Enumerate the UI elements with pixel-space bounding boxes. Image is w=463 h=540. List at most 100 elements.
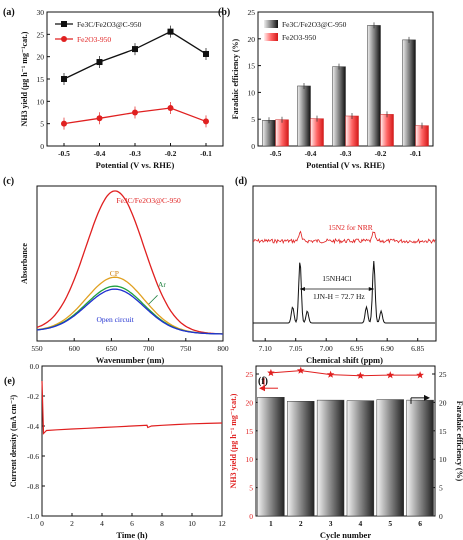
legend-marker bbox=[61, 36, 67, 42]
x-tick-label: 3 bbox=[329, 519, 333, 528]
legend-swatch bbox=[264, 20, 278, 28]
spectrum-0 bbox=[36, 190, 224, 335]
y-tick-label-right: 20 bbox=[439, 398, 447, 407]
x-tick-label: -0.1 bbox=[200, 149, 212, 158]
bar bbox=[316, 399, 345, 517]
y-tick-label: -0.4 bbox=[27, 422, 39, 431]
data-point bbox=[167, 28, 174, 35]
y-axis-label: Absorbance bbox=[20, 243, 29, 284]
nmr-trace-sample bbox=[252, 230, 436, 245]
legend-label: Fe3C/Fe2O3@C-950 bbox=[282, 20, 347, 29]
y-tick-label: 10 bbox=[37, 97, 45, 106]
y-tick-label: 5 bbox=[251, 115, 255, 124]
panel-c-frame bbox=[36, 185, 224, 342]
y-tick-label: -0.8 bbox=[27, 482, 39, 491]
arrow-head bbox=[424, 394, 430, 401]
x-tick-label: 800 bbox=[217, 344, 229, 353]
bar bbox=[297, 85, 311, 147]
y-axis-label-right: Faradaic efficiency (%) bbox=[455, 401, 463, 482]
star-marker bbox=[416, 371, 424, 379]
bar bbox=[415, 125, 429, 147]
x-tick-label: 550 bbox=[31, 344, 43, 353]
y-tick-label-right: 10 bbox=[439, 455, 447, 464]
y-tick-label-right: 0 bbox=[439, 512, 443, 521]
x-tick-label: -0.5 bbox=[58, 149, 70, 158]
spectrum-3 bbox=[36, 288, 223, 335]
x-tick-label: 7.00 bbox=[320, 344, 333, 353]
star-marker bbox=[356, 371, 365, 379]
bar bbox=[367, 25, 381, 147]
y-tick-label: -0.6 bbox=[27, 452, 39, 461]
x-axis-label: Time (h) bbox=[116, 530, 147, 540]
y-tick-label: 10 bbox=[246, 455, 254, 464]
panel-letter: (c) bbox=[3, 176, 14, 187]
data-point bbox=[203, 50, 209, 57]
x-tick-label: -0.1 bbox=[410, 149, 422, 158]
data-point bbox=[203, 118, 209, 125]
x-tick-label: -0.2 bbox=[375, 149, 387, 158]
annotation-arrow bbox=[148, 295, 158, 305]
x-tick-label: 6 bbox=[418, 519, 422, 528]
legend-marker bbox=[61, 21, 67, 27]
x-tick-label: 2 bbox=[70, 519, 74, 528]
y-tick-label: 0 bbox=[40, 142, 44, 151]
bar bbox=[346, 400, 375, 517]
bar bbox=[287, 401, 315, 517]
y-tick-label: -0.2 bbox=[27, 392, 39, 401]
y-tick-label: 5 bbox=[40, 120, 44, 129]
legend-swatch bbox=[264, 33, 278, 41]
fe-line bbox=[270, 370, 421, 377]
x-tick-label: 10 bbox=[188, 519, 196, 528]
x-tick-label: 750 bbox=[180, 344, 192, 353]
x-tick-label: 6.90 bbox=[381, 344, 394, 353]
x-tick-label: -0.4 bbox=[94, 149, 106, 158]
x-tick-label: -0.5 bbox=[270, 149, 282, 158]
x-tick-label: -0.4 bbox=[305, 149, 317, 158]
data-point bbox=[96, 59, 103, 66]
y-tick-label: 10 bbox=[248, 88, 256, 97]
star-marker bbox=[267, 368, 275, 377]
x-tick-label: 4 bbox=[100, 519, 104, 528]
arrow-head bbox=[368, 287, 374, 291]
panel-e-frame bbox=[41, 365, 223, 517]
y-tick-label: 0 bbox=[249, 512, 253, 521]
bar bbox=[406, 399, 434, 517]
bar bbox=[380, 114, 394, 147]
x-axis-label: Wavenumber (nm) bbox=[96, 355, 165, 365]
annotation: Ar bbox=[158, 280, 166, 289]
nmr-trace-standard bbox=[253, 260, 436, 324]
annotation: 15N2 for NRR bbox=[328, 223, 373, 232]
panel-a-frame bbox=[46, 11, 224, 147]
y-axis-label: NH3 yield (μg h⁻¹ mg⁻¹cat.) bbox=[20, 31, 29, 126]
annotation: 1JN-H = 72.7 Hz bbox=[313, 292, 365, 301]
bar bbox=[332, 66, 346, 147]
spectrum-1 bbox=[36, 276, 224, 335]
annotation: CP bbox=[110, 269, 119, 278]
panel-letter: (d) bbox=[235, 176, 247, 187]
annotation: Fe3C/Fe2O3@C-950 bbox=[116, 196, 181, 205]
star-marker bbox=[326, 370, 335, 378]
panel-letter: (f) bbox=[258, 376, 268, 387]
x-axis-label: Cycle number bbox=[320, 530, 371, 540]
x-tick-label: 6 bbox=[130, 519, 134, 528]
bar bbox=[345, 115, 359, 147]
x-tick-label: 600 bbox=[69, 344, 81, 353]
data-point bbox=[96, 115, 103, 122]
y-tick-label: 15 bbox=[37, 75, 45, 84]
panel-letter: (b) bbox=[218, 7, 230, 18]
y-tick-label: -1.0 bbox=[27, 512, 39, 521]
bar bbox=[275, 119, 289, 147]
legend-label: Fe2O3-950 bbox=[77, 35, 111, 44]
legend-label: Fe2O3-950 bbox=[282, 33, 316, 42]
x-tick-label: -0.3 bbox=[129, 149, 141, 158]
x-tick-label: 6.85 bbox=[411, 344, 424, 353]
panel-f-frame bbox=[255, 365, 436, 517]
bar bbox=[262, 120, 276, 147]
arrow-head bbox=[299, 287, 305, 291]
x-tick-label: 7.10 bbox=[259, 344, 272, 353]
data-point bbox=[61, 120, 67, 127]
y-tick-label: 15 bbox=[248, 62, 256, 71]
x-tick-label: -0.3 bbox=[340, 149, 352, 158]
y-tick-label: 30 bbox=[37, 8, 45, 17]
